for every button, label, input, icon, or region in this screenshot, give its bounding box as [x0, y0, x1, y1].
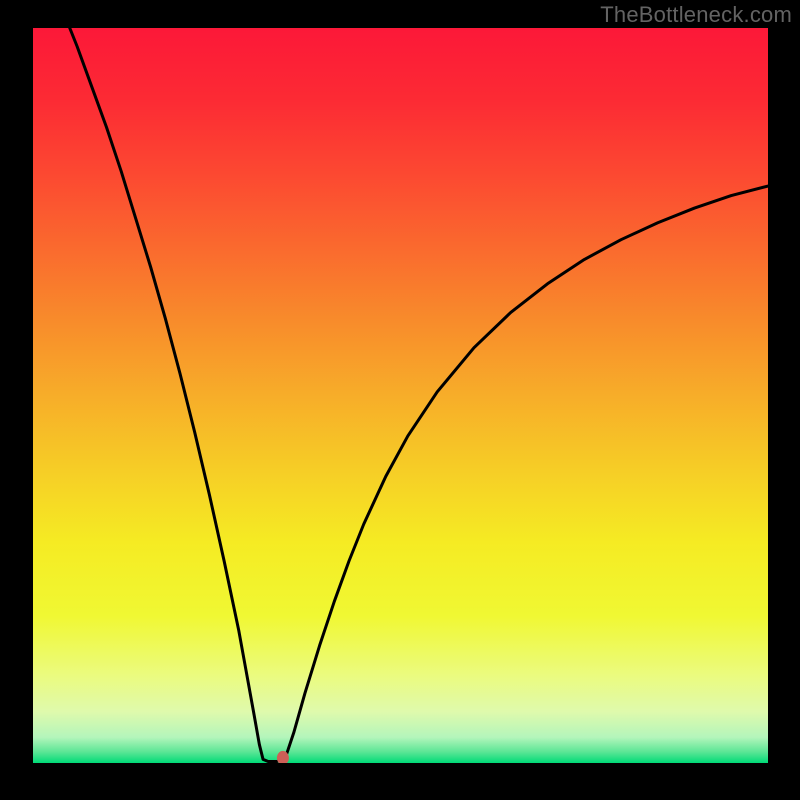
bottleneck-curve [70, 28, 768, 762]
curve-layer [33, 28, 768, 763]
plot-area [33, 28, 768, 770]
watermark-text: TheBottleneck.com [600, 2, 792, 28]
